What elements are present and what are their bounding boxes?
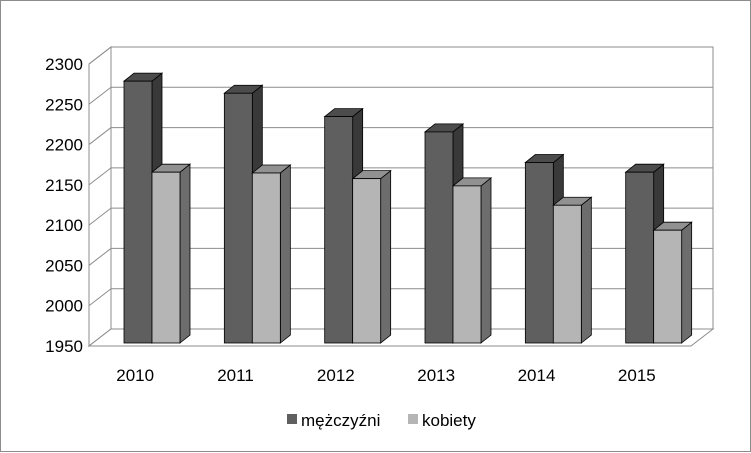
bar-side (179, 163, 191, 344)
y-tick-label: 2000 (45, 297, 83, 316)
x-axis: 2010 2011 2012 2013 2014 2015 (116, 366, 655, 385)
y-tick-label: 2250 (45, 95, 83, 114)
bar-side (480, 177, 492, 344)
y-tick-label: 2100 (45, 216, 83, 235)
bar (150, 163, 192, 344)
side-wall (88, 45, 112, 348)
bar-front (552, 204, 582, 344)
bar-front (324, 116, 354, 344)
bar-front (352, 178, 382, 344)
gridline-side (88, 86, 112, 105)
bar-front (452, 185, 482, 344)
back-wall (110, 46, 714, 330)
gridline-side (88, 167, 112, 186)
y-tick-label: 2050 (45, 256, 83, 275)
legend-item: mężczyźni (287, 411, 380, 430)
x-tick-label: 2014 (518, 366, 556, 385)
bar-side (380, 169, 392, 344)
bar-front (151, 171, 181, 344)
bar (251, 164, 292, 344)
gridlines (88, 46, 713, 347)
x-tick-label: 2010 (116, 366, 154, 385)
gridline-side (88, 288, 112, 307)
y-axis: 1950 2000 2050 2100 2150 2200 2250 2300 (45, 55, 83, 356)
y-tick-label: 2300 (45, 55, 83, 74)
bar-front (123, 80, 153, 344)
x-tick-label: 2015 (618, 366, 656, 385)
y-tick-label: 2150 (45, 176, 83, 195)
bar (351, 169, 392, 344)
bar-side (279, 164, 291, 344)
bar-front (524, 162, 554, 344)
gridline-side (88, 46, 112, 65)
bars (122, 72, 693, 344)
bar-front (223, 92, 253, 344)
x-tick-label: 2013 (417, 366, 455, 385)
bar-front (424, 131, 454, 344)
bar-front (625, 171, 655, 344)
legend-swatch (408, 414, 418, 424)
bar (451, 177, 493, 344)
legend: mężczyźni kobiety (287, 411, 476, 430)
x-tick-label: 2011 (217, 366, 254, 385)
bar-side (580, 196, 592, 344)
gridline-side (88, 207, 112, 226)
bar (552, 196, 593, 344)
legend-label: kobiety (422, 411, 476, 430)
x-tick-label: 2012 (317, 366, 355, 385)
bar-front (653, 229, 683, 344)
gridline-side (88, 127, 112, 145)
gridline-side (88, 248, 112, 266)
legend-label: mężczyźni (301, 411, 380, 430)
legend-swatch (287, 414, 297, 424)
legend-item: kobiety (408, 411, 476, 430)
chart-walls (88, 45, 714, 348)
bar (652, 221, 693, 344)
bar-side (681, 221, 693, 344)
bar-front (251, 172, 281, 344)
y-tick-label: 1950 (45, 337, 83, 356)
y-tick-label: 2200 (45, 136, 83, 155)
